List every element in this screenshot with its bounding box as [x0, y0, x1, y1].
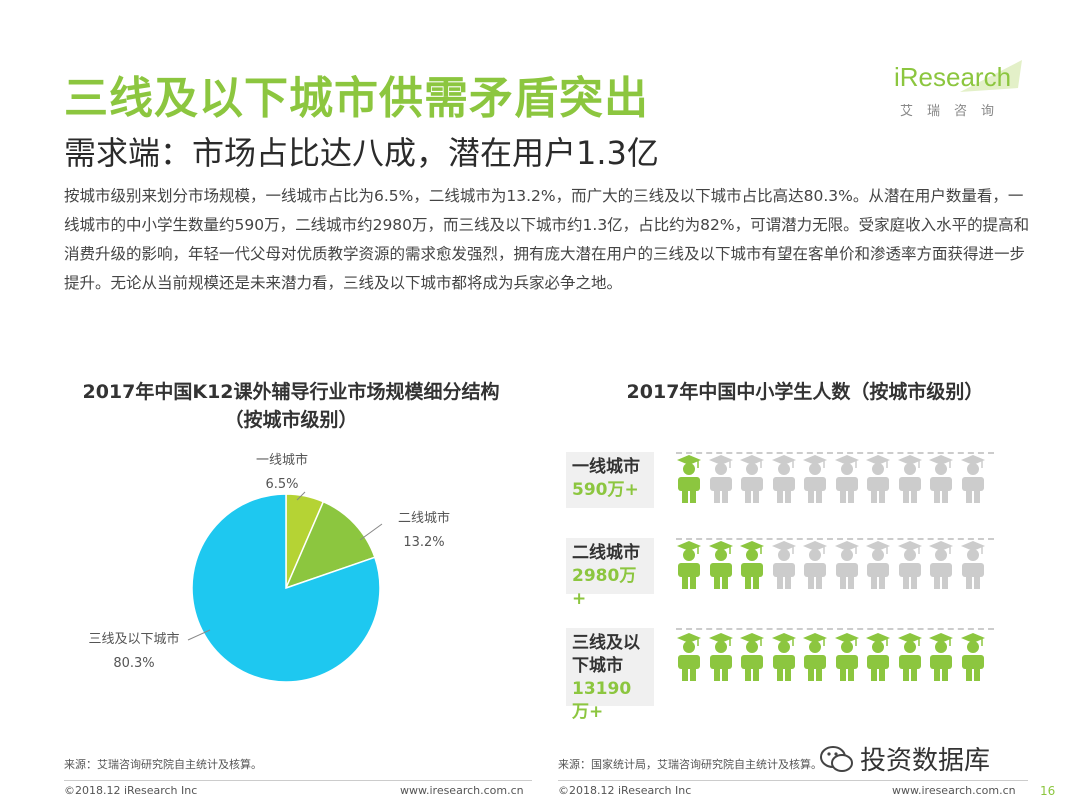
leader-line-tier2: [359, 523, 383, 541]
row-divider-tier3: [676, 628, 994, 630]
student-icon: [771, 633, 796, 681]
row-value-tier3: 13190万+: [572, 679, 632, 722]
student-icon: [803, 633, 827, 681]
row-label-tier2: 二线城市 2980万+: [566, 538, 654, 609]
row-label-tier1: 一线城市 590万+: [566, 452, 654, 508]
pictogram-title: 2017年中国中小学生人数（按城市级别）: [626, 381, 984, 403]
source-left: 来源：艾瑞咨询研究院自主统计及核算。: [64, 758, 262, 771]
row-divider-tier1: [676, 452, 994, 454]
page-number: 16: [1040, 784, 1056, 798]
student-icon: [897, 455, 922, 503]
student-icon: [740, 455, 764, 503]
pie-value-tier3: 80.3%: [113, 656, 154, 671]
row-label-tier3: 三线及以 下城市 13190万+: [566, 628, 654, 722]
student-icon: [929, 633, 953, 681]
student-icon: [708, 455, 733, 503]
row-name-tier1: 一线城市: [572, 457, 640, 477]
pie-value-tier1: 6.5%: [265, 477, 298, 492]
student-icon: [677, 541, 701, 589]
student-icon: [834, 455, 859, 503]
student-icon: [803, 541, 827, 589]
pie-chart: 一线城市 6.5% 二线城市 13.2% 三线及以下城市 80.3%: [88, 452, 450, 683]
row-value-tier1: 590万+: [572, 480, 639, 500]
url-left: www.iresearch.com.cn: [400, 784, 524, 797]
pie-chart-title-line2: （按城市级别）: [224, 409, 358, 431]
row-value-tier2: 2980万+: [572, 566, 637, 609]
student-icon: [960, 633, 985, 681]
page-subtitle: 需求端：市场占比达八成，潜在用户1.3亿: [64, 134, 659, 172]
source-right: 来源：国家统计局，艾瑞咨询研究院自主统计及核算。: [558, 758, 822, 771]
student-icon: [677, 633, 701, 681]
student-icon: [929, 541, 953, 589]
student-icon: [866, 455, 890, 503]
pie-slice-tier3: [191, 493, 381, 683]
row-divider-tier2: [676, 538, 994, 540]
leader-line-tier3: [187, 629, 211, 641]
wechat-icon: [820, 746, 853, 772]
footer-divider-left: [64, 780, 532, 781]
url-right: www.iresearch.com.cn: [892, 784, 1016, 797]
row-name-tier3-line1: 三线及以: [572, 633, 640, 653]
student-icon: [960, 455, 985, 503]
iresearch-logo: iResearch 艾瑞咨询: [890, 58, 1030, 128]
student-icon: [771, 455, 796, 503]
row-name-tier3-line2: 下城市: [572, 656, 623, 676]
pie-chart-title: 2017年中国K12课外辅导行业市场规模细分结构 （按城市级别）: [56, 378, 526, 434]
student-icon: [677, 455, 701, 503]
student-icon: [897, 633, 922, 681]
pie-value-tier2: 13.2%: [403, 535, 444, 550]
pie-label-tier1: 一线城市: [256, 452, 308, 468]
watermark-text: 投资数据库: [860, 746, 991, 776]
student-icon: [740, 541, 764, 589]
student-icon: [929, 455, 953, 503]
student-icon: [740, 633, 764, 681]
page-title: 三线及以下城市供需矛盾突出: [64, 73, 649, 124]
student-icon: [708, 633, 733, 681]
logo-cn-text: 艾瑞咨询: [900, 104, 1009, 119]
logo-swoosh-icon: [890, 58, 1022, 94]
student-icon: [960, 541, 985, 589]
footer-divider-right: [558, 780, 1028, 781]
logo-text: iResearch: [894, 62, 1012, 92]
leader-line-tier1: [296, 491, 306, 501]
row-name-tier2: 二线城市: [572, 543, 640, 563]
student-icon: [897, 541, 922, 589]
pie-label-tier3: 三线及以下城市: [88, 631, 179, 647]
student-icon: [834, 541, 859, 589]
intro-paragraph: 按城市级别来划分市场规模，一线城市占比为6.5%，二线城市为13.2%，而广大的…: [64, 187, 1030, 292]
student-icon: [866, 541, 890, 589]
student-icon: [708, 541, 733, 589]
copyright-right: ©2018.12 iResearch Inc: [558, 784, 692, 797]
student-icon: [834, 633, 859, 681]
pie-slice-tier2: [284, 500, 376, 590]
student-icon: [803, 455, 827, 503]
student-icon: [771, 541, 796, 589]
student-icon: [866, 633, 890, 681]
pie-chart-title-line1: 2017年中国K12课外辅导行业市场规模细分结构: [82, 381, 500, 403]
copyright-left: ©2018.12 iResearch Inc: [64, 784, 198, 797]
pie-label-tier2: 二线城市: [398, 510, 450, 526]
